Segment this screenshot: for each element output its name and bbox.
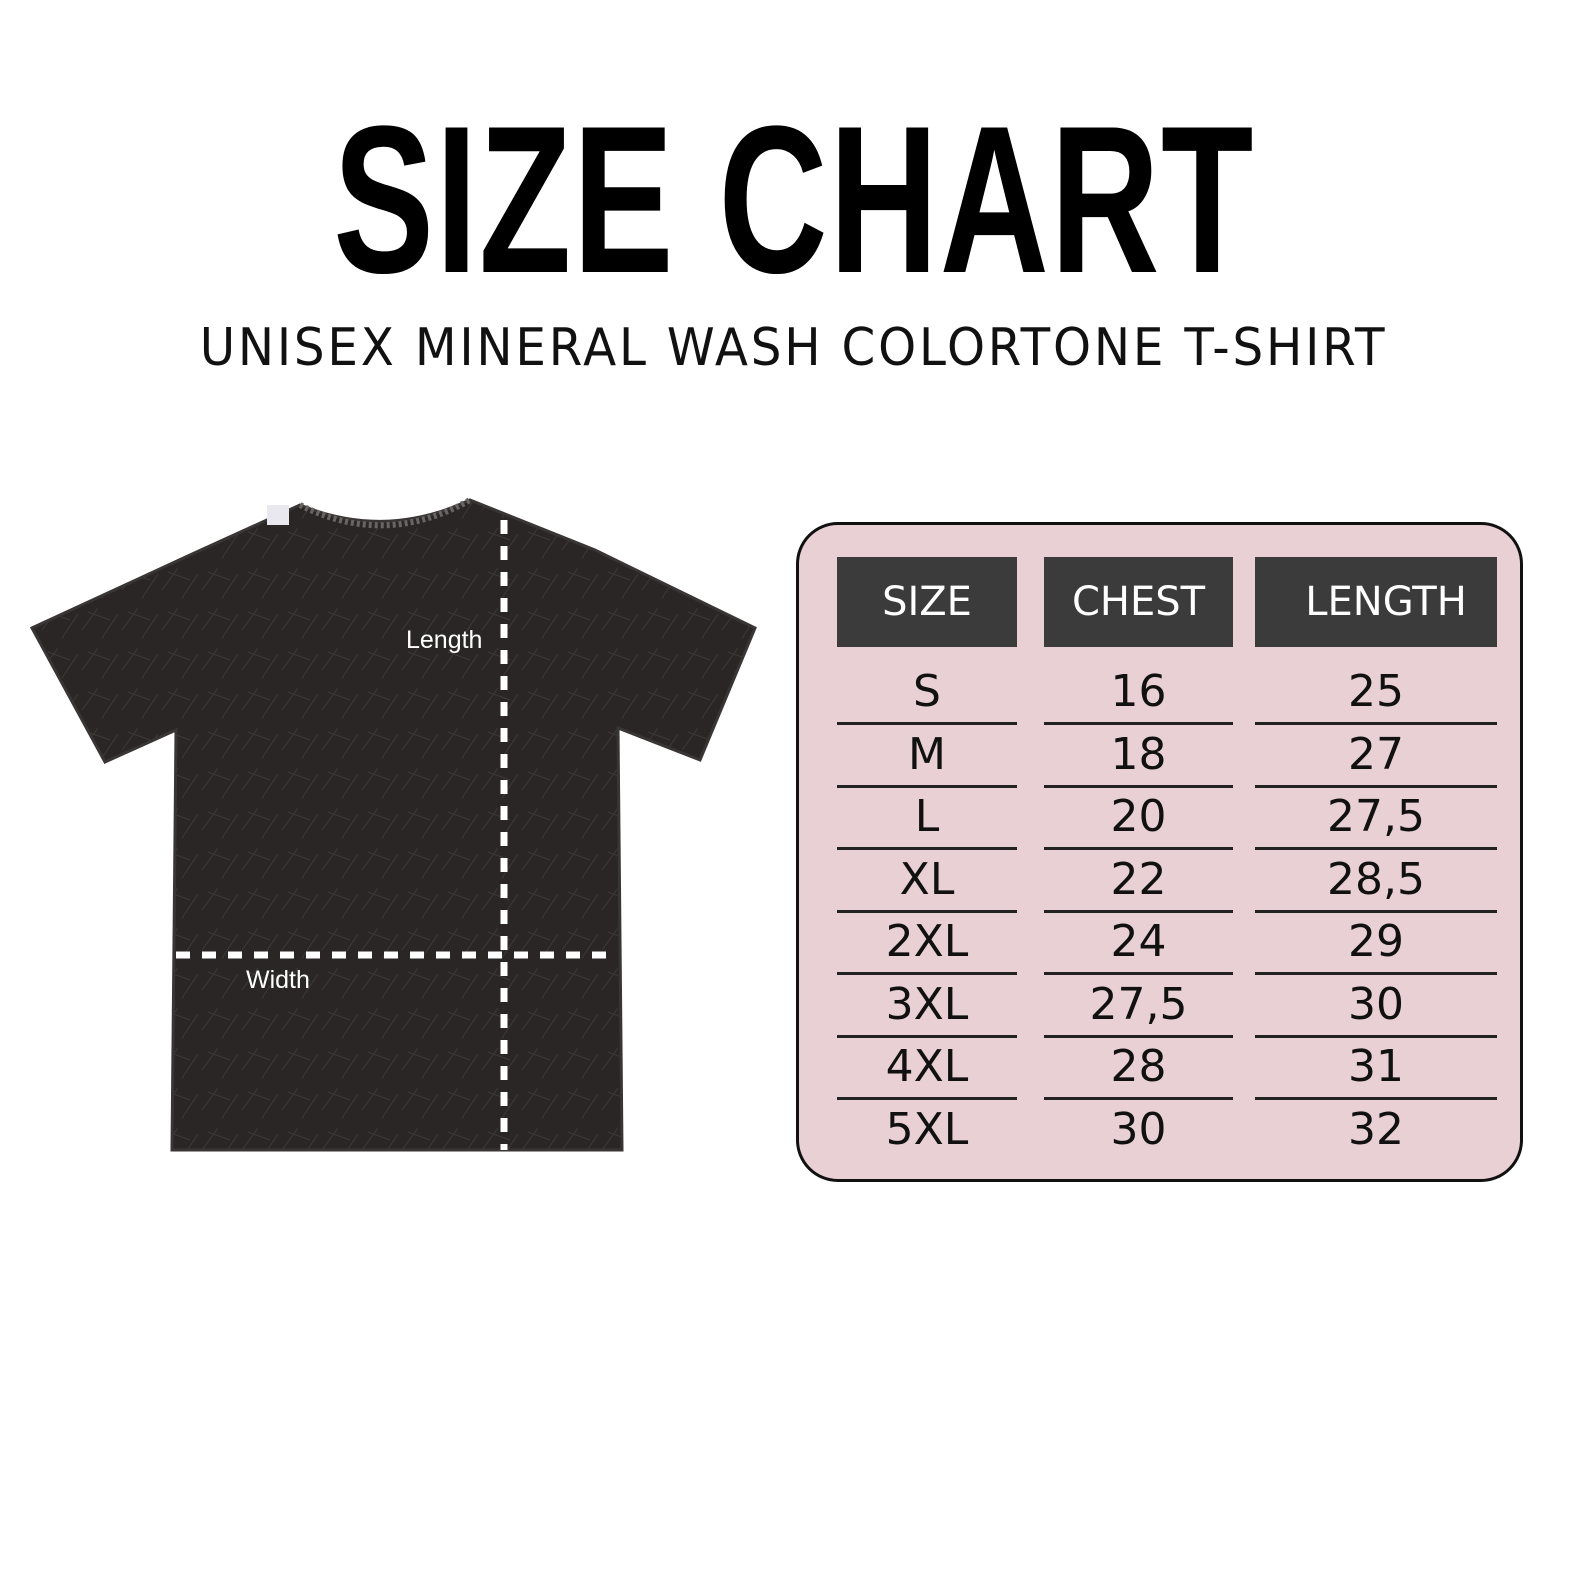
cell-length: 27	[1348, 728, 1404, 780]
row-divider	[837, 1034, 1017, 1038]
cell-size: 2XL	[885, 916, 969, 967]
page-title: SIZE CHART	[333, 82, 1255, 317]
cell-chest: 24	[1110, 916, 1167, 967]
width-label: Width	[246, 966, 310, 994]
row-divider	[1044, 972, 1233, 975]
length-label: Length	[406, 626, 483, 654]
cell-chest: 22	[1110, 853, 1167, 905]
cell-size: S	[913, 666, 941, 717]
cell-chest: 16	[1110, 666, 1167, 717]
row-divider	[1255, 1097, 1497, 1100]
row-divider	[1044, 1034, 1233, 1038]
row-divider	[1255, 847, 1497, 850]
cell-length: 29	[1348, 916, 1404, 967]
row-divider	[837, 1097, 1017, 1100]
row-divider	[837, 909, 1017, 913]
cell-size: XL	[899, 853, 955, 905]
row-divider	[1255, 909, 1497, 913]
cell-size: 4XL	[885, 1041, 969, 1092]
cell-size: L	[914, 791, 940, 842]
row-divider	[837, 722, 1017, 725]
cell-chest: 28	[1110, 1041, 1167, 1092]
row-divider	[837, 847, 1017, 850]
row-divider	[1255, 972, 1497, 975]
row-divider	[837, 972, 1017, 975]
row-divider	[1255, 1034, 1497, 1038]
shirt-tag	[267, 505, 289, 525]
cell-length: 31	[1348, 1041, 1404, 1092]
cell-chest: 20	[1110, 791, 1167, 842]
row-divider	[1044, 1097, 1233, 1100]
cell-chest: 18	[1110, 728, 1167, 780]
header-chest: CHEST	[1044, 557, 1233, 647]
cell-length: 32	[1348, 1103, 1404, 1155]
cell-size: 3XL	[885, 978, 969, 1030]
row-divider	[1255, 784, 1497, 788]
cell-chest: 30	[1110, 1103, 1167, 1155]
cell-length: 28,5	[1327, 853, 1425, 905]
header-size: SIZE	[837, 557, 1017, 647]
cell-length: 25	[1348, 666, 1404, 717]
cell-size: 5XL	[885, 1103, 969, 1155]
tshirt-illustration	[29, 497, 757, 1152]
cell-chest: 27,5	[1089, 978, 1188, 1030]
cell-length: 27,5	[1327, 791, 1425, 842]
row-divider	[1044, 909, 1233, 913]
shirt-body	[29, 498, 757, 1152]
row-divider	[1044, 784, 1233, 788]
product-subtitle: UNISEX MINERAL WASH COLORTONE T-SHIRT	[200, 318, 1388, 378]
cell-length: 30	[1348, 978, 1404, 1030]
row-divider	[1255, 722, 1497, 725]
row-divider	[837, 784, 1017, 788]
cell-size: M	[908, 728, 946, 780]
row-divider	[1044, 847, 1233, 850]
header-length: LENGTH	[1255, 557, 1497, 647]
row-divider	[1044, 722, 1233, 725]
